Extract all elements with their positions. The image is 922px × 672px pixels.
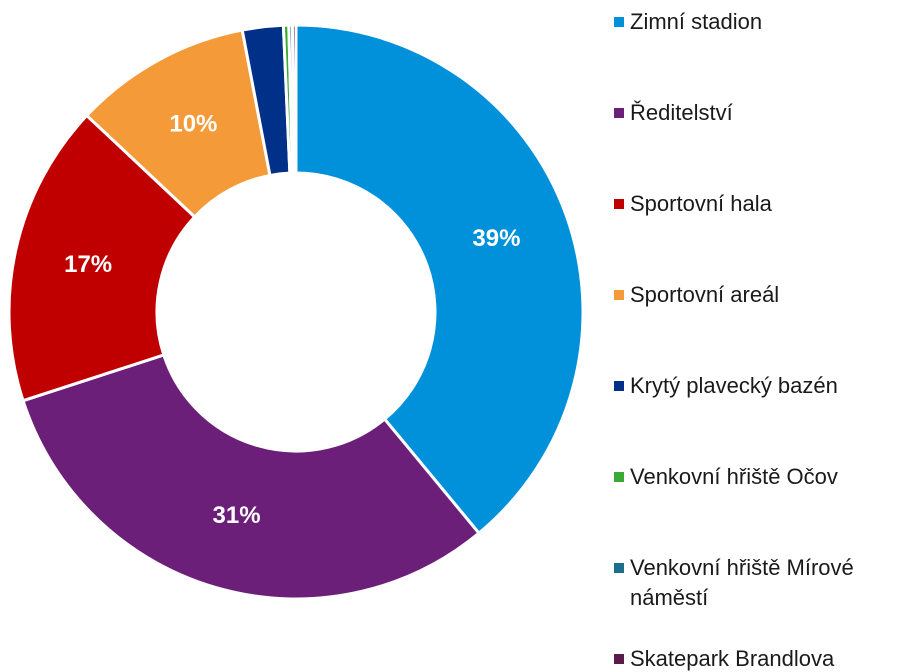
legend-item: Venkovní hřiště Mírové náměstí — [614, 553, 914, 613]
data-label: 10% — [169, 111, 217, 138]
legend-label: Sportovní hala — [630, 191, 772, 216]
legend-item: Ředitelství — [614, 98, 914, 128]
donut-slice — [7, 113, 197, 403]
legend-item: Krytý plavecký bazén — [614, 371, 914, 401]
legend-label: Venkovní hřiště Mírové náměstí — [630, 555, 854, 610]
legend-item: Sportovní areál — [614, 280, 914, 310]
legend-item: Zimní stadion — [614, 7, 914, 37]
legend-label: Zimní stadion — [630, 9, 763, 34]
chart: 39% 31% 17% 10% — [7, 23, 585, 601]
legend-item: Sportovní hala — [614, 189, 914, 219]
legend-label: Skatepark Brandlova — [630, 646, 835, 671]
donut-slice — [294, 23, 585, 536]
legend-swatch — [614, 17, 624, 27]
data-label: 17% — [64, 251, 112, 278]
legend-label: Sportovní areál — [630, 282, 780, 307]
legend-swatch — [614, 563, 624, 573]
legend-label: Ředitelství — [630, 100, 733, 125]
legend-label: Krytý plavecký bazén — [630, 373, 838, 398]
donut-slice — [290, 23, 298, 175]
legend-swatch — [614, 381, 624, 391]
data-label: 31% — [213, 502, 261, 529]
legend-swatch — [614, 199, 624, 209]
legend-swatch — [614, 290, 624, 300]
data-label: 39% — [472, 225, 520, 252]
legend-swatch — [614, 108, 624, 118]
legend-item: Skatepark Brandlova — [614, 644, 914, 672]
legend-label: Venkovní hřiště Očov — [630, 464, 838, 489]
legend-swatch — [614, 654, 624, 664]
legend-item: Venkovní hřiště Očov — [614, 462, 914, 492]
legend-swatch — [614, 472, 624, 482]
donut-slice — [21, 353, 482, 601]
